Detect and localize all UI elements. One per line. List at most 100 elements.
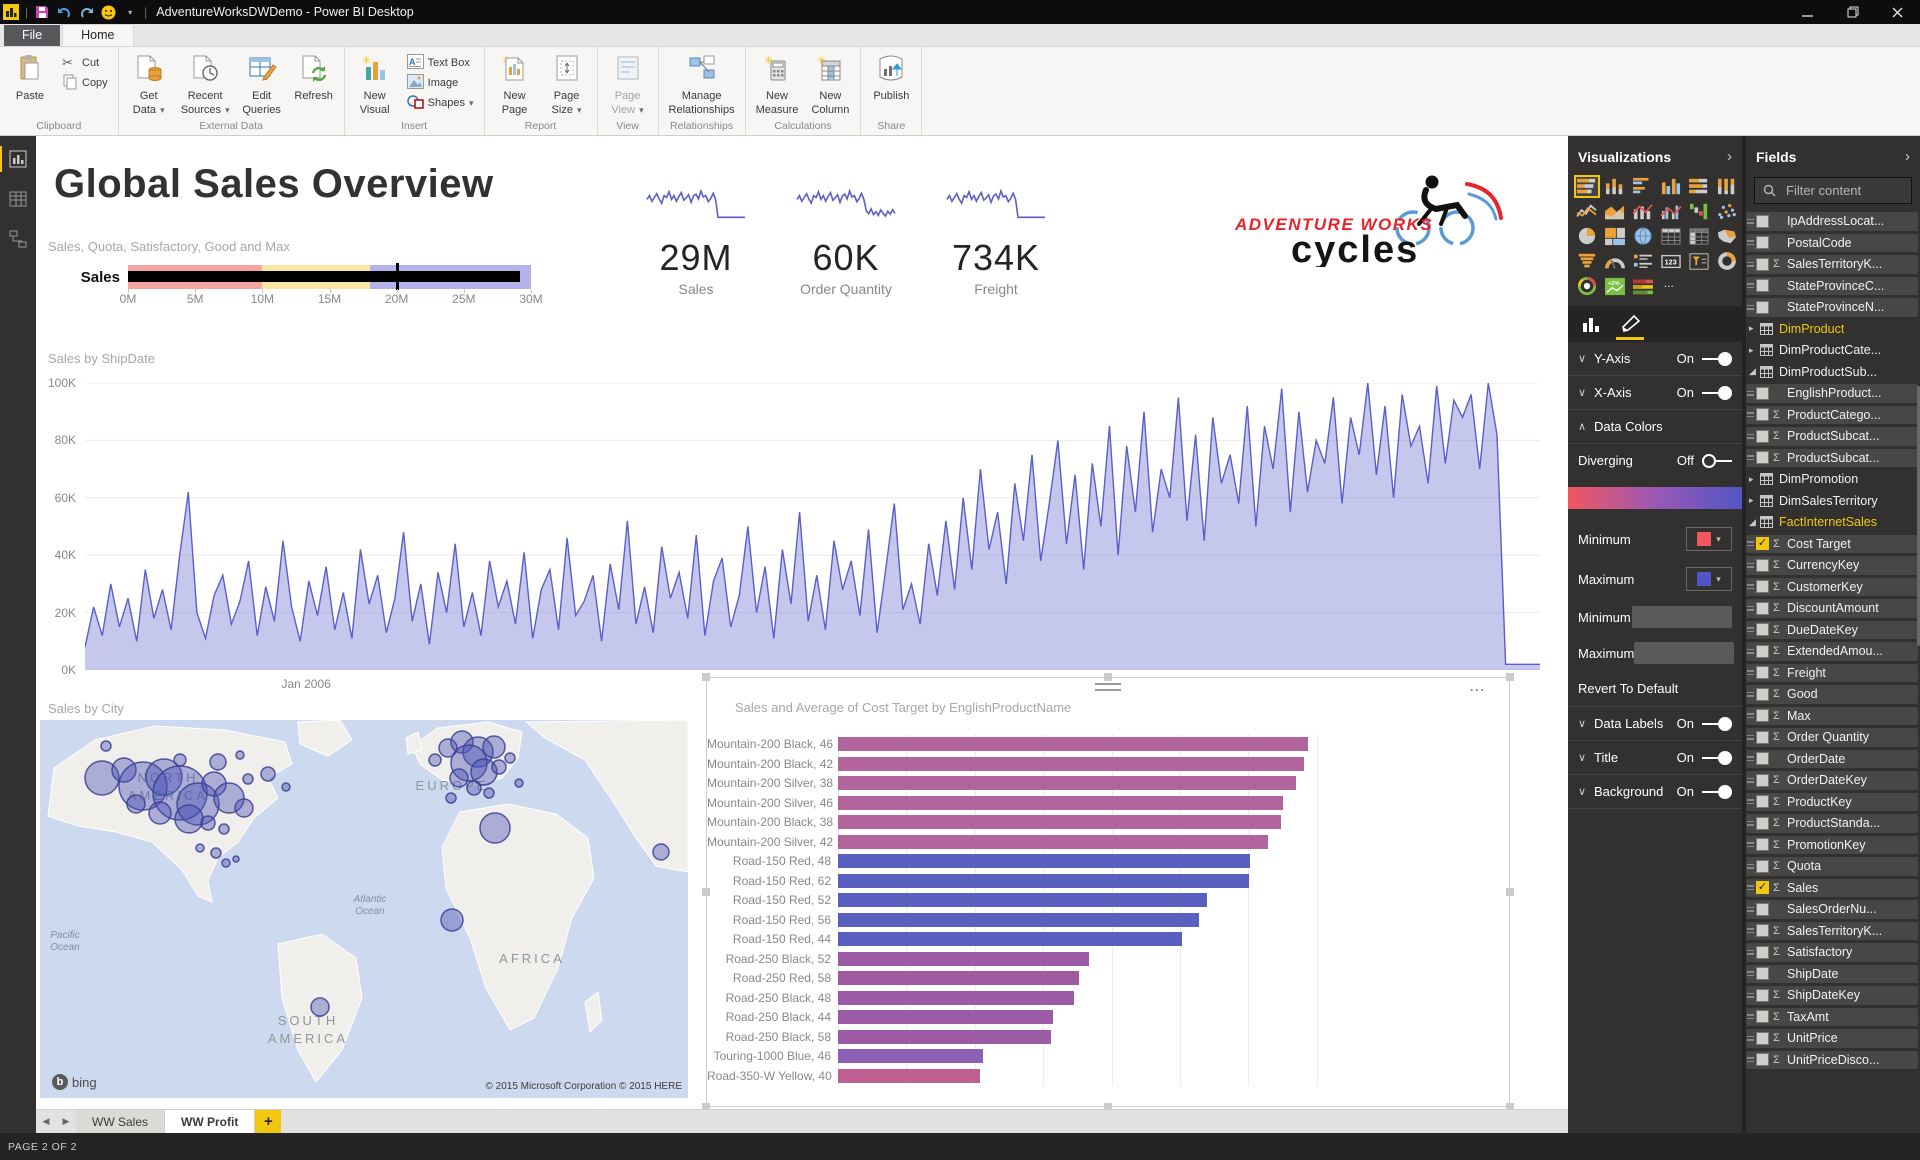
area-chart[interactable] <box>85 383 1540 670</box>
bar-chart-visual[interactable]: ⋯ Sales and Average of Cost Target by En… <box>706 677 1510 1107</box>
viz-type-slicer-icon[interactable] <box>1686 250 1712 273</box>
bar[interactable] <box>838 815 1281 829</box>
field-freight[interactable]: Σ Freight <box>1746 663 1918 682</box>
collapse-icon[interactable]: ◢ <box>1749 366 1756 377</box>
viz-type-line-clustered-column-icon[interactable] <box>1658 200 1684 223</box>
field-checkbox[interactable] <box>1756 386 1769 400</box>
field-productsubcat-[interactable]: Σ ProductSubcat... <box>1746 427 1918 446</box>
collapse-panel-icon[interactable]: › <box>1727 148 1732 165</box>
map-bubble[interactable] <box>210 847 222 859</box>
ribbon-button-recent-sources[interactable]: Recent Sources ▾ <box>175 49 236 119</box>
drag-handle-icon[interactable] <box>1746 777 1756 783</box>
bar-row[interactable]: Road-250 Red, 58 <box>707 968 1511 988</box>
field-checkbox[interactable] <box>1756 967 1769 981</box>
field-checkbox[interactable] <box>1756 730 1769 744</box>
maximum-color-picker[interactable]: ▾ <box>1686 567 1732 591</box>
bar[interactable] <box>838 873 1249 888</box>
bar[interactable] <box>838 776 1296 790</box>
field-checkbox[interactable] <box>1756 795 1769 809</box>
field-checkbox[interactable] <box>1756 687 1769 701</box>
ribbon-button-edit-queries[interactable]: Edit Queries <box>236 49 288 119</box>
collapse-panel-icon[interactable]: › <box>1905 148 1910 165</box>
ribbon-button-cut[interactable]: ✂ Cut <box>56 53 114 73</box>
drag-handle-icon[interactable] <box>1746 261 1756 267</box>
field-salesterritoryk-[interactable]: Σ SalesTerritoryK... <box>1746 255 1918 274</box>
map-bubble[interactable] <box>483 787 495 799</box>
field-taxamt[interactable]: Σ TaxAmt <box>1746 1007 1918 1026</box>
field-checkbox[interactable] <box>1756 924 1769 938</box>
field-checkbox[interactable] <box>1756 945 1769 959</box>
map-bubble[interactable] <box>440 908 464 932</box>
format-section-data-colors[interactable]: ∧ Data Colors <box>1568 410 1742 444</box>
map-bubble[interactable] <box>221 858 231 868</box>
minimum-value-input[interactable] <box>1632 606 1732 628</box>
save-button[interactable] <box>31 2 53 22</box>
drag-handle-icon[interactable] <box>1746 584 1756 590</box>
field-checkbox[interactable]: ✓ <box>1756 881 1769 895</box>
field-sales[interactable]: ✓ Σ Sales <box>1746 878 1918 897</box>
ribbon-button-new-page[interactable]: ✳New Page <box>489 49 541 119</box>
bar[interactable] <box>838 1029 1051 1044</box>
ribbon-button-shapes[interactable]: Shapes ▾ <box>401 93 480 113</box>
drag-handle-icon[interactable] <box>1746 1057 1756 1063</box>
field-table-dimsalesterritory[interactable]: ▸ DimSalesTerritory <box>1746 492 1918 511</box>
diverging-row[interactable]: Diverging Off <box>1568 444 1742 477</box>
map-bubble[interactable] <box>514 778 524 788</box>
field-checkbox[interactable]: ✓ <box>1756 537 1769 551</box>
field-checkbox[interactable] <box>1756 623 1769 637</box>
field-unitprice[interactable]: Σ UnitPrice <box>1746 1029 1918 1048</box>
close-button[interactable] <box>1875 0 1920 24</box>
bar-row[interactable]: Road-150 Red, 44 <box>707 929 1511 949</box>
drag-handle-icon[interactable] <box>1746 734 1756 740</box>
field-unitpricedisco-[interactable]: Σ UnitPriceDisco... <box>1746 1050 1918 1069</box>
viz-type-pct-stacked-column-icon[interactable] <box>1714 175 1740 198</box>
field-checkbox[interactable] <box>1756 988 1769 1002</box>
bar-row[interactable]: Road-250 Black, 52 <box>707 949 1511 969</box>
viz-type-table-icon[interactable] <box>1658 225 1684 248</box>
map-bubble[interactable] <box>504 752 516 764</box>
search-input[interactable] <box>1784 182 1894 199</box>
map-bubble[interactable] <box>173 753 187 767</box>
map-bubble[interactable] <box>438 738 458 758</box>
bar[interactable] <box>838 756 1304 771</box>
bar-row[interactable]: Mountain-200 Silver, 42 <box>707 832 1511 852</box>
map-visual[interactable]: NORTHAMERICAEUROPEAFRICASOUTHAMERICAAtla… <box>40 719 689 1098</box>
kpi-card-freight[interactable]: 734K Freight <box>916 186 1076 297</box>
bar-row[interactable]: Road-350-W Yellow, 40 <box>707 1066 1511 1086</box>
field-table-dimproduct[interactable]: ▸ DimProduct <box>1746 320 1918 339</box>
visual-drag-handle[interactable] <box>1095 683 1121 691</box>
bar[interactable] <box>838 990 1074 1005</box>
field-currencykey[interactable]: Σ CurrencyKey <box>1746 556 1918 575</box>
map-bubble[interactable] <box>111 757 137 783</box>
map-bubble[interactable] <box>310 997 330 1017</box>
map-bubble[interactable] <box>491 759 507 775</box>
viz-type-matrix-icon[interactable] <box>1686 225 1712 248</box>
diverging-toggle[interactable] <box>1702 453 1732 468</box>
ribbon-button-new-column[interactable]: ✳New Column <box>804 49 856 119</box>
map-bubble[interactable] <box>213 782 245 814</box>
bar-row[interactable]: Mountain-200 Black, 46 <box>707 734 1511 754</box>
field-checkbox[interactable] <box>1756 1053 1769 1067</box>
bar[interactable] <box>838 971 1079 985</box>
bar-row[interactable]: Mountain-200 Black, 42 <box>707 754 1511 774</box>
viz-type-stacked-bar-icon[interactable] <box>1574 175 1600 198</box>
title-toggle[interactable] <box>1702 750 1732 765</box>
rail-data-view[interactable] <box>0 182 36 216</box>
drag-handle-icon[interactable] <box>1746 562 1756 568</box>
prev-page-button[interactable]: ◀ <box>42 1116 50 1126</box>
field-checkbox[interactable] <box>1756 902 1769 916</box>
field-good[interactable]: Σ Good <box>1746 685 1918 704</box>
bar[interactable] <box>838 932 1182 946</box>
viz-type-scatter-icon[interactable] <box>1714 200 1740 223</box>
bar-row[interactable]: Road-150 Red, 62 <box>707 871 1511 891</box>
drag-handle-icon[interactable] <box>1746 949 1756 955</box>
rail-relationships-view[interactable] <box>0 222 36 256</box>
drag-handle-icon[interactable] <box>1746 218 1756 224</box>
drag-handle-icon[interactable] <box>1746 541 1756 547</box>
maximum-value-input[interactable] <box>1634 642 1735 664</box>
field-ipaddresslocat-[interactable]: IpAddressLocat... <box>1746 212 1918 231</box>
viz-type-area-icon[interactable] <box>1602 200 1628 223</box>
ribbon-button-new-measure[interactable]: ✳ New Measure <box>755 55 799 116</box>
resize-handle[interactable] <box>1104 673 1112 681</box>
viz-type-treemap-icon[interactable] <box>1602 225 1628 248</box>
